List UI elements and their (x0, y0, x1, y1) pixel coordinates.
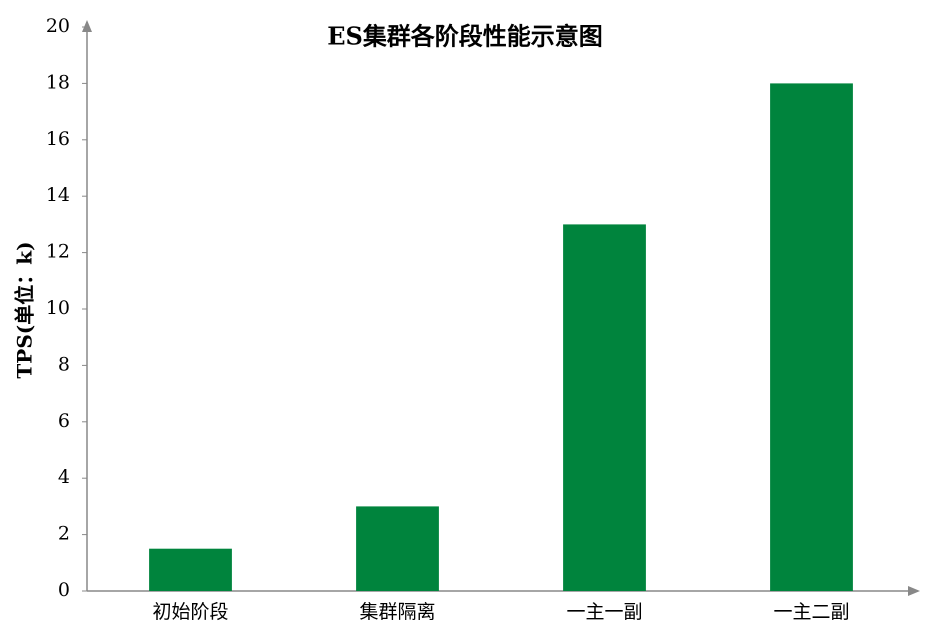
y-axis-label: TPS(单位：k) (13, 241, 37, 378)
y-axis-arrow (82, 20, 92, 32)
bar (563, 224, 646, 591)
chart-title: ES集群各阶段性能示意图 (327, 22, 603, 51)
x-tick-label: 一主一副 (566, 601, 642, 623)
x-tick-label: 初始阶段 (152, 601, 228, 623)
y-tick-label: 2 (58, 523, 70, 545)
y-tick-label: 12 (46, 241, 70, 263)
bar (770, 83, 853, 592)
bar (356, 506, 439, 591)
y-tick-label: 4 (58, 466, 70, 488)
y-tick-label: 10 (46, 297, 70, 319)
x-tick-label: 集群隔离 (359, 601, 435, 623)
x-tick-label: 一主二副 (773, 601, 849, 623)
y-tick-label: 18 (46, 71, 70, 93)
y-tick-label: 16 (46, 128, 70, 150)
x-axis-arrow (908, 586, 920, 596)
y-tick-label: 6 (58, 410, 70, 432)
y-tick-label: 20 (46, 15, 70, 37)
y-tick-label: 8 (58, 353, 70, 375)
y-tick-label: 14 (46, 184, 70, 206)
bar (149, 548, 232, 591)
y-tick-label: 0 (58, 579, 70, 601)
